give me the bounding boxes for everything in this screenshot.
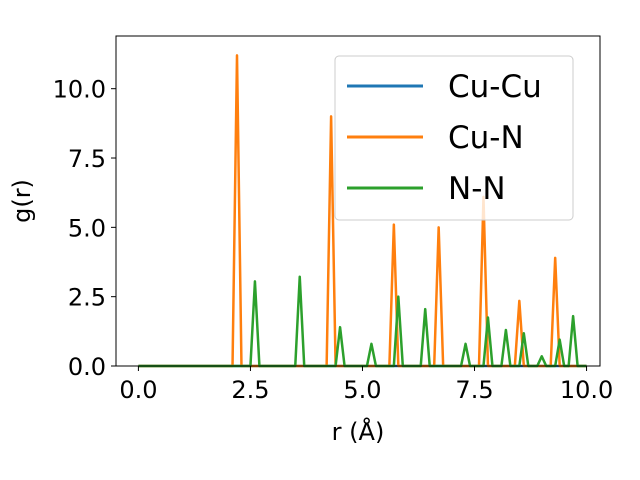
x-tick-label: 10.0 xyxy=(560,376,613,404)
x-tick-label: 7.5 xyxy=(455,376,493,404)
legend-box xyxy=(334,55,574,221)
y-tick-label: 2.5 xyxy=(68,284,106,312)
series-line-n-n xyxy=(138,275,587,368)
x-tick-label: 0.0 xyxy=(119,376,157,404)
x-tick-label: 2.5 xyxy=(231,376,269,404)
legend: Cu-Cu Cu-N N-N xyxy=(334,55,574,221)
ticks-layer: 0.0 2.5 5.0 7.5 10.0 0.0 2.5 5.0 7.5 10.0 xyxy=(53,76,614,404)
y-tick-label: 10.0 xyxy=(53,76,106,104)
x-tick-label: 5.0 xyxy=(343,376,381,404)
y-tick-label: 0.0 xyxy=(68,353,106,381)
x-axis-label: r (Å) xyxy=(332,417,385,446)
legend-label: Cu-Cu xyxy=(448,69,542,105)
legend-label: N-N xyxy=(448,171,506,207)
y-axis-label: g(r) xyxy=(8,179,36,223)
y-tick-label: 5.0 xyxy=(68,214,106,242)
legend-label: Cu-N xyxy=(448,120,524,156)
y-tick-label: 7.5 xyxy=(68,145,106,173)
plot-frame xyxy=(115,35,601,367)
